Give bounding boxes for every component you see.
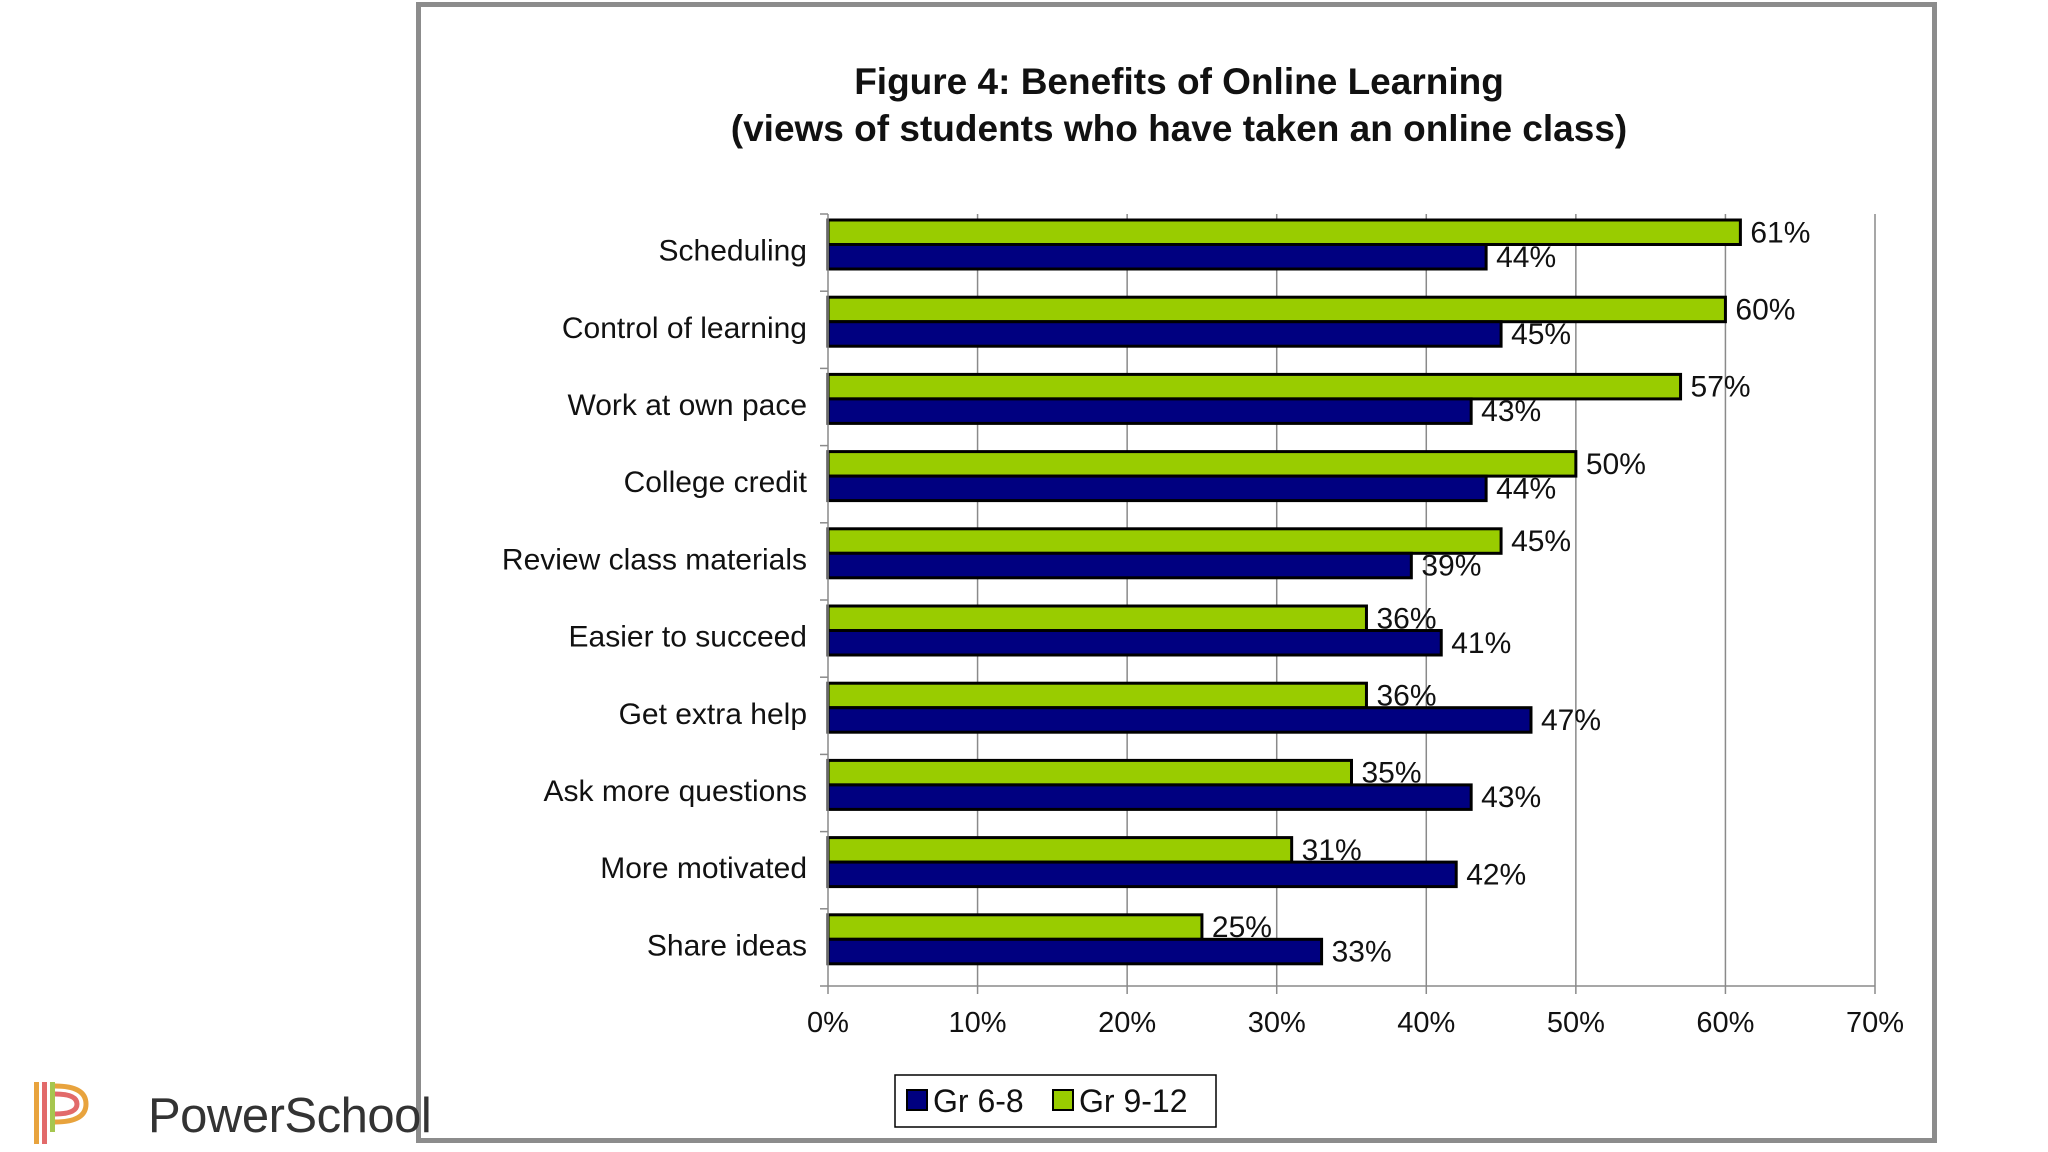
category-label: Ask more questions: [544, 775, 807, 808]
bar: [826, 450, 1578, 478]
data-label: 45%: [1511, 318, 1571, 351]
category-label: Get extra help: [619, 698, 807, 731]
data-label: 44%: [1496, 472, 1556, 505]
x-tick-label: 70%: [1846, 1007, 1904, 1039]
bar: [826, 243, 1488, 271]
x-tick-label: 0%: [807, 1007, 849, 1039]
bar: [826, 913, 1204, 941]
data-label: 60%: [1735, 293, 1795, 326]
bar: [826, 860, 1458, 889]
data-label: 43%: [1481, 781, 1541, 814]
bar: [826, 758, 1353, 787]
bar: [826, 474, 1488, 503]
x-tick-label: 40%: [1397, 1007, 1455, 1039]
axes: [820, 213, 1876, 994]
bar: [826, 937, 1324, 966]
bar: [826, 527, 1503, 555]
chart-subtitle: (views of students who have taken an onl…: [731, 108, 1627, 149]
bar: [826, 604, 1368, 632]
chart-title: Figure 4: Benefits of Online Learning: [854, 61, 1504, 102]
category-label: Scheduling: [659, 235, 807, 268]
category-label: Review class materials: [502, 543, 807, 576]
data-label: 44%: [1496, 241, 1556, 274]
data-label: 42%: [1466, 858, 1526, 891]
bar: [826, 320, 1503, 348]
bar: [826, 551, 1413, 580]
bar: [826, 397, 1473, 425]
bars: 61%44%60%45%57%43%50%44%45%39%36%41%36%4…: [826, 216, 1810, 969]
data-label: 57%: [1691, 371, 1751, 404]
data-label: 61%: [1750, 216, 1810, 249]
legend-label: Gr 6-8: [933, 1083, 1024, 1119]
category-label: More motivated: [600, 852, 807, 885]
x-tick-label: 50%: [1547, 1007, 1605, 1039]
bar: [826, 706, 1533, 734]
data-label: 45%: [1511, 525, 1571, 558]
legend-swatch: [1052, 1089, 1074, 1111]
bar: [826, 218, 1742, 246]
powerschool-logo: PowerSchool: [28, 1078, 432, 1148]
data-label: 33%: [1332, 936, 1392, 969]
x-tick-label: 30%: [1248, 1007, 1306, 1039]
bar: [826, 295, 1727, 324]
powerschool-logo-text: PowerSchool: [148, 1089, 432, 1143]
bar: [826, 372, 1683, 401]
x-tick-label: 20%: [1098, 1007, 1156, 1039]
legend: Gr 6-8 Gr 9-12: [894, 1074, 1217, 1128]
data-label: 43%: [1481, 395, 1541, 428]
category-label: Work at own pace: [567, 389, 807, 422]
bar-chart: Figure 4: Benefits of Online Learning (v…: [502, 61, 1904, 1128]
bar: [826, 681, 1368, 710]
category-label: Easier to succeed: [569, 621, 807, 654]
x-tick-label: 60%: [1696, 1007, 1754, 1039]
powerschool-p-logo-icon: [34, 1082, 89, 1144]
data-label: 50%: [1586, 448, 1646, 481]
data-label: 47%: [1541, 704, 1601, 737]
bar: [826, 836, 1294, 864]
bar: [826, 783, 1473, 811]
category-label: Control of learning: [562, 312, 807, 345]
bar: [826, 629, 1443, 657]
legend-label: Gr 9-12: [1079, 1083, 1187, 1119]
category-label: College credit: [624, 466, 808, 499]
legend-swatch: [906, 1089, 928, 1111]
chart-frame: Figure 4: Benefits of Online Learning (v…: [416, 2, 1937, 1143]
category-labels: Scheduling Control of learning Work at own…: [502, 235, 808, 963]
category-label: Share ideas: [647, 929, 807, 962]
x-tick-labels: 0% 10% 20% 30% 40% 50% 60% 70%: [807, 1007, 1904, 1039]
data-label: 41%: [1451, 627, 1511, 660]
data-label: 39%: [1421, 550, 1481, 583]
x-tick-label: 10%: [949, 1007, 1007, 1039]
